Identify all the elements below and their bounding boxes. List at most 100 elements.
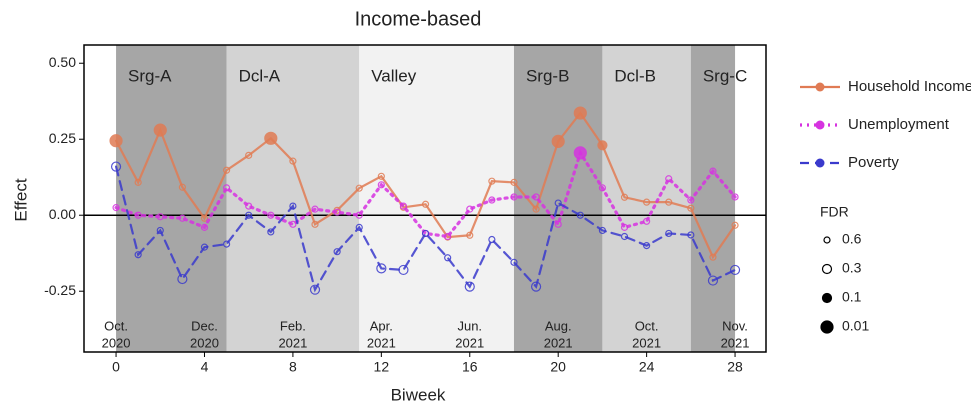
- point: [707, 275, 719, 286]
- date-year: 2020: [102, 335, 131, 350]
- period-label: Srg-C: [703, 66, 747, 85]
- period-band: [226, 45, 360, 352]
- x-tick-label: 0: [112, 359, 120, 375]
- point: [156, 213, 164, 221]
- y-axis-label: Effect: [11, 178, 30, 221]
- point: [178, 214, 186, 222]
- point: [576, 211, 584, 219]
- period-label: Srg-A: [128, 66, 172, 85]
- legend-label: Poverty: [848, 154, 899, 171]
- x-tick-label: 8: [289, 359, 297, 375]
- date-year: 2021: [278, 335, 307, 350]
- point: [532, 193, 540, 201]
- point: [156, 226, 164, 235]
- point: [421, 229, 430, 238]
- point: [289, 157, 297, 165]
- point: [444, 254, 452, 262]
- x-tick-label: 20: [550, 359, 566, 375]
- legend-dot: [815, 120, 825, 130]
- size-legend-title: FDR: [820, 204, 849, 220]
- legend-label: Unemployment: [848, 116, 950, 133]
- point: [620, 232, 629, 241]
- point: [464, 281, 475, 292]
- point: [399, 202, 408, 210]
- period-band: [116, 45, 227, 352]
- point: [731, 193, 739, 201]
- x-axis-label: Biweek: [391, 385, 446, 404]
- period-band: [690, 45, 736, 352]
- point: [134, 178, 142, 186]
- x-tick-label: 16: [462, 359, 478, 375]
- point: [134, 211, 142, 219]
- point: [643, 198, 651, 206]
- period-band: [359, 45, 514, 352]
- point: [488, 196, 496, 204]
- point: [510, 178, 518, 186]
- point: [687, 204, 695, 212]
- point: [665, 175, 673, 183]
- period-band: [602, 45, 691, 352]
- point: [311, 220, 319, 228]
- size-legend-label: 0.3: [842, 260, 862, 276]
- date-month: Oct.: [104, 318, 128, 333]
- size-legend-dot: [820, 320, 834, 334]
- date-year: 2021: [367, 335, 396, 350]
- point: [488, 235, 496, 244]
- legend-dot: [815, 82, 825, 92]
- point: [598, 184, 607, 192]
- point: [510, 193, 518, 201]
- size-legend-label: 0.6: [842, 231, 862, 247]
- point: [222, 184, 231, 192]
- point: [200, 223, 209, 231]
- point: [355, 184, 363, 192]
- point: [153, 123, 167, 137]
- point: [177, 273, 188, 285]
- point: [289, 202, 297, 210]
- point: [333, 208, 341, 216]
- point: [333, 248, 341, 256]
- period-label: Srg-B: [526, 66, 569, 85]
- point: [665, 229, 673, 238]
- point: [311, 205, 319, 213]
- period-label: Valley: [371, 66, 417, 85]
- point: [488, 177, 496, 185]
- point: [110, 161, 122, 172]
- point: [200, 243, 209, 251]
- y-tick-label: 0.25: [49, 130, 76, 146]
- point: [729, 264, 741, 276]
- point: [597, 140, 608, 151]
- point: [643, 242, 651, 250]
- point: [598, 226, 607, 235]
- legend-dot: [815, 158, 825, 168]
- chart-title: Income-based: [355, 8, 482, 30]
- size-legend-dot: [823, 236, 831, 244]
- x-tick-label: 24: [639, 359, 655, 375]
- date-month: Nov.: [722, 318, 748, 333]
- date-year: 2021: [632, 335, 661, 350]
- point: [264, 131, 278, 145]
- point: [573, 106, 587, 120]
- plot-frame: [83, 44, 767, 353]
- point: [466, 205, 474, 213]
- point: [355, 211, 363, 219]
- point: [530, 281, 542, 292]
- point: [709, 253, 717, 261]
- legend-label: Household Income: [848, 78, 971, 95]
- point: [245, 211, 253, 219]
- date-month: Aug.: [545, 318, 572, 333]
- y-tick-label: 0.00: [49, 206, 76, 222]
- point: [289, 220, 297, 228]
- point: [377, 181, 385, 189]
- date-year: 2020: [190, 335, 219, 350]
- x-tick-label: 4: [201, 359, 209, 375]
- point: [554, 199, 562, 207]
- point: [709, 167, 717, 175]
- series-line: [114, 149, 737, 239]
- period-label: Dcl-A: [239, 66, 281, 85]
- point: [376, 263, 387, 274]
- point: [731, 221, 739, 229]
- point: [643, 217, 651, 225]
- date-month: Jun.: [457, 318, 482, 333]
- point: [532, 205, 540, 213]
